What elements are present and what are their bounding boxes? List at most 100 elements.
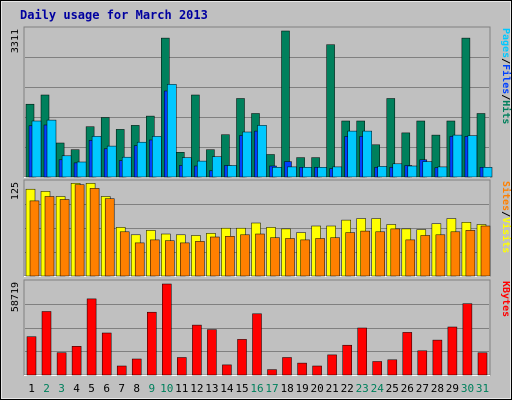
- day-label-1: 1: [28, 382, 35, 395]
- day-label-14: 14: [220, 382, 234, 395]
- bar-visits-sites-day-15: [240, 234, 250, 277]
- bar-kbytes-kbytes-day-31: [477, 352, 488, 376]
- day-label-24: 24: [371, 382, 385, 395]
- bar-hits-pages-day-5: [91, 136, 102, 178]
- bar-hits-pages-day-11: [182, 157, 192, 178]
- bar-kbytes-kbytes-day-15: [237, 339, 247, 376]
- bar-hits-hits-day-18: [281, 30, 290, 178]
- bar-visits-sites-day-23: [360, 230, 370, 277]
- bar-kbytes-kbytes-day-14: [222, 364, 232, 376]
- bar-kbytes-kbytes-day-8: [131, 358, 142, 376]
- bar-kbytes-kbytes-day-6: [101, 332, 112, 376]
- bar-hits-pages-day-6: [106, 145, 117, 178]
- bar-kbytes-kbytes-day-23: [357, 327, 367, 376]
- bar-kbytes-kbytes-day-5: [86, 298, 97, 376]
- day-label-31: 31: [476, 382, 489, 395]
- legend-entry: Visits: [500, 217, 512, 253]
- bar-visits-sites-day-12: [195, 241, 205, 277]
- bar-kbytes-kbytes-day-30: [462, 303, 473, 376]
- bar-hits-pages-day-3: [61, 155, 72, 178]
- day-label-10: 10: [160, 382, 173, 395]
- bar-visits-sites-day-31: [480, 225, 491, 277]
- day-labels: 1 2 3 4 5 6 7 8 9 10 11 12 13 14 15 16 17 18 19 20 21 22 23 24 2…: [28, 382, 489, 395]
- bar-hits-pages-day-25: [392, 163, 403, 178]
- day-label-5: 5: [88, 382, 95, 395]
- day-label-8: 8: [133, 382, 140, 395]
- bar-visits-sites-day-2: [44, 196, 55, 277]
- bar-kbytes-kbytes-day-1: [26, 336, 37, 376]
- legend-entry: Hits: [500, 100, 512, 124]
- bar-kbytes-kbytes-day-24: [372, 361, 382, 376]
- bar-hits-pages-day-14: [227, 165, 237, 178]
- bar-visits-sites-day-19: [300, 239, 310, 277]
- day-label-12: 12: [190, 382, 203, 395]
- bar-hits-pages-day-16: [257, 125, 267, 178]
- legend-entry: Sites: [500, 181, 512, 211]
- bar-visits-sites-day-29: [450, 231, 461, 277]
- bar-hits-pages-day-31: [482, 167, 493, 178]
- bar-hits-pages-day-10: [167, 84, 177, 178]
- day-label-19: 19: [295, 382, 308, 395]
- bar-visits-sites-day-8: [134, 242, 145, 277]
- bar-hits-pages-day-26: [407, 165, 418, 178]
- bar-visits-sites-day-14: [225, 236, 235, 277]
- bar-visits-sites-day-21: [330, 237, 340, 277]
- bar-visits-sites-day-22: [345, 232, 355, 277]
- bar-kbytes-kbytes-day-29: [447, 326, 458, 376]
- bar-visits-sites-day-18: [285, 238, 295, 277]
- panel-hits: 3311 Pages/Files/Hits: [10, 26, 512, 178]
- legend-entry: /: [500, 58, 511, 64]
- bar-visits-sites-day-20: [315, 238, 325, 277]
- bar-kbytes-kbytes-day-4: [71, 346, 82, 376]
- bar-visits-sites-day-27: [420, 235, 431, 277]
- bar-visits-sites-day-1: [29, 200, 40, 277]
- day-label-4: 4: [73, 382, 80, 395]
- panel-kbytes: 58719 KBytes: [10, 279, 511, 376]
- day-label-2: 2: [43, 382, 50, 395]
- bar-kbytes-kbytes-day-28: [432, 339, 443, 376]
- bar-visits-sites-day-4: [74, 184, 85, 277]
- day-label-13: 13: [205, 382, 218, 395]
- bar-kbytes-kbytes-day-12: [192, 324, 202, 376]
- bar-visits-sites-day-11: [180, 242, 190, 277]
- bar-kbytes-kbytes-day-21: [327, 354, 337, 376]
- bar-hits-pages-day-23: [362, 130, 372, 178]
- bar-hits-pages-day-19: [302, 167, 312, 178]
- bar-kbytes-kbytes-day-3: [56, 352, 67, 376]
- bar-hits-pages-day-20: [317, 167, 327, 178]
- bar-visits-sites-day-17: [270, 237, 280, 277]
- bar-kbytes-kbytes-day-7: [116, 365, 127, 376]
- bar-kbytes-kbytes-day-17: [267, 369, 277, 376]
- panel-kbytes-legend: KBytes: [500, 281, 511, 317]
- bar-kbytes-kbytes-day-22: [342, 344, 352, 376]
- bar-hits-pages-day-1: [31, 120, 42, 178]
- bar-kbytes-kbytes-day-19: [297, 362, 307, 376]
- bar-hits-pages-day-4: [76, 161, 87, 178]
- bar-hits-pages-day-15: [242, 131, 252, 178]
- panel-hits-legend: Pages/Files/Hits: [500, 28, 512, 124]
- day-label-29: 29: [446, 382, 459, 395]
- bar-hits-pages-day-22: [347, 130, 357, 178]
- bar-visits-sites-day-10: [165, 240, 175, 277]
- day-label-23: 23: [356, 382, 369, 395]
- day-label-7: 7: [118, 382, 125, 395]
- day-label-6: 6: [103, 382, 110, 395]
- bar-visits-sites-day-3: [59, 199, 70, 277]
- legend-entry: KBytes: [500, 281, 511, 317]
- bar-hits-pages-day-30: [467, 135, 478, 178]
- day-label-26: 26: [401, 382, 414, 395]
- legend-entry: Files: [500, 64, 512, 94]
- day-label-22: 22: [341, 382, 354, 395]
- day-label-16: 16: [250, 382, 263, 395]
- day-label-11: 11: [175, 382, 188, 395]
- panel-kbytes-max-label: 58719: [10, 282, 21, 312]
- bar-kbytes-kbytes-day-9: [147, 311, 157, 376]
- panel-visits-legend: Sites/Visits: [500, 181, 512, 253]
- bar-visits-sites-day-28: [435, 234, 446, 277]
- bar-kbytes-kbytes-day-16: [252, 313, 262, 376]
- legend-entry: /: [500, 94, 511, 100]
- day-label-9: 9: [148, 382, 155, 395]
- bar-visits-sites-day-13: [210, 236, 220, 277]
- day-label-17: 17: [265, 382, 278, 395]
